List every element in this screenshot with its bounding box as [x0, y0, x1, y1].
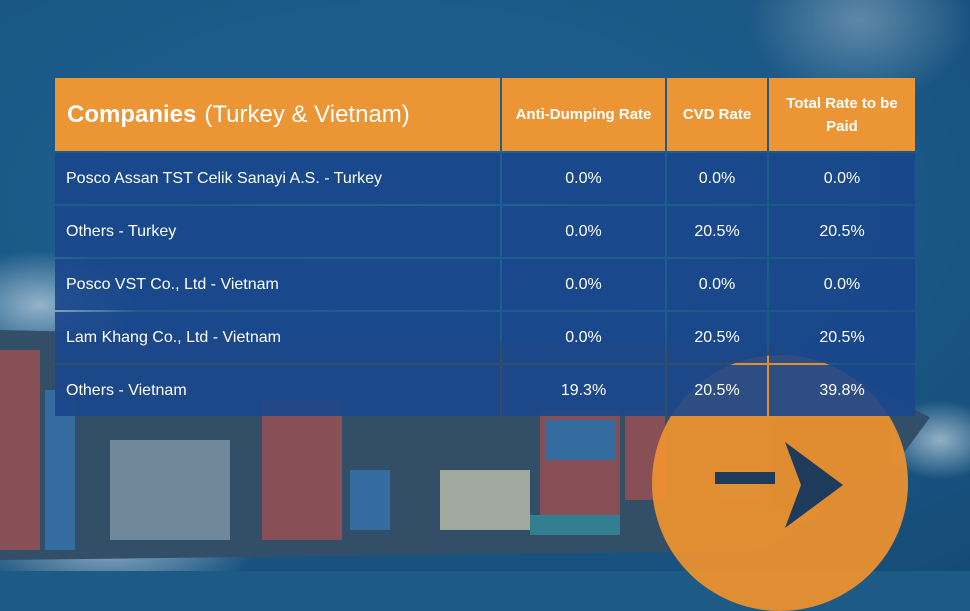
header-cvd-rate: CVD Rate: [667, 78, 767, 151]
row-cvd: 20.5%: [667, 312, 767, 363]
row-anti-dumping: 0.0%: [502, 153, 665, 204]
row-company: Posco Assan TST Celik Sanayi A.S. - Turk…: [55, 153, 500, 204]
row-anti-dumping: 0.0%: [502, 312, 665, 363]
row-cvd: 20.5%: [667, 365, 767, 416]
row-company: Posco VST Co., Ltd - Vietnam: [55, 259, 500, 310]
row-total: 0.0%: [769, 153, 915, 204]
row-cvd: 20.5%: [667, 206, 767, 257]
row-total: 20.5%: [769, 312, 915, 363]
row-anti-dumping: 0.0%: [502, 259, 665, 310]
row-cvd: 0.0%: [667, 153, 767, 204]
row-total: 0.0%: [769, 259, 915, 310]
right-arrow-icon: [715, 442, 843, 528]
row-total: 39.8%: [769, 365, 915, 416]
header-anti-dumping-rate: Anti-Dumping Rate: [502, 78, 665, 151]
rates-table: Companies (Turkey & Vietnam) Anti-Dumping…: [55, 78, 915, 416]
row-company: Others - Turkey: [55, 206, 500, 257]
header-companies: Companies (Turkey & Vietnam): [55, 78, 500, 151]
header-total-rate: Total Rate to be Paid: [769, 78, 915, 151]
row-cvd: 0.0%: [667, 259, 767, 310]
row-company: Others - Vietnam: [55, 365, 500, 416]
row-company: Lam Khang Co., Ltd - Vietnam: [55, 312, 500, 363]
row-anti-dumping: 0.0%: [502, 206, 665, 257]
row-total: 20.5%: [769, 206, 915, 257]
row-anti-dumping: 19.3%: [502, 365, 665, 416]
